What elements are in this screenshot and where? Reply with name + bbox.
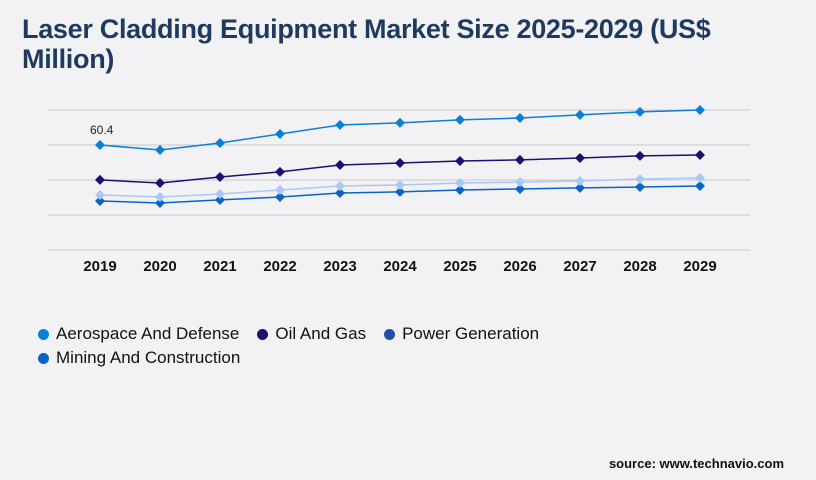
legend-marker-icon bbox=[384, 328, 396, 340]
data-point bbox=[695, 173, 705, 183]
data-point bbox=[95, 139, 105, 150]
legend-item: Oil And Gas bbox=[257, 322, 366, 346]
source-text: source: www.technavio.com bbox=[608, 456, 784, 471]
x-tick-label: 2025 bbox=[443, 258, 476, 275]
x-tick-label: 2021 bbox=[203, 258, 236, 275]
legend-label: Power Generation bbox=[402, 324, 540, 343]
legend-label: Mining And Construction bbox=[56, 348, 241, 367]
x-tick-label: 2028 bbox=[623, 258, 656, 275]
data-point bbox=[95, 190, 105, 201]
legend-item: Mining And Construction bbox=[38, 346, 240, 370]
x-tick-label: 2026 bbox=[503, 258, 536, 275]
data-point bbox=[335, 159, 345, 170]
legend-item: Power Generation bbox=[384, 322, 539, 346]
data-point bbox=[455, 185, 465, 195]
data-point bbox=[215, 138, 225, 149]
data-point bbox=[95, 174, 105, 185]
x-tick-label: 2024 bbox=[383, 258, 417, 275]
data-point bbox=[395, 179, 405, 190]
x-tick-label: 2029 bbox=[683, 258, 716, 275]
data-point bbox=[275, 191, 285, 202]
legend-item: Aerospace And Defense bbox=[38, 322, 239, 346]
data-point bbox=[155, 191, 165, 202]
data-point bbox=[155, 178, 165, 189]
legend-marker-icon bbox=[38, 352, 49, 364]
data-point bbox=[395, 186, 405, 197]
data-point bbox=[95, 195, 105, 206]
data-point bbox=[275, 185, 285, 195]
data-point bbox=[395, 117, 405, 128]
data-point bbox=[575, 182, 585, 193]
x-tick-label: 2019 bbox=[83, 258, 116, 275]
data-point bbox=[575, 175, 585, 186]
data-point bbox=[635, 174, 645, 185]
legend-marker-icon bbox=[38, 328, 49, 340]
data-point bbox=[155, 198, 165, 209]
data-point bbox=[695, 150, 705, 161]
data-point bbox=[635, 106, 645, 117]
line-chart: 2019 2020 2021 2022 2023 2024 2025 2026 2027 2028… bbox=[48, 105, 750, 275]
data-point bbox=[335, 181, 345, 191]
legend: Aerospace And Defense Oil And Gas Power Ge… bbox=[38, 322, 638, 370]
data-point bbox=[455, 114, 465, 125]
data-point bbox=[215, 189, 225, 199]
data-point bbox=[515, 154, 525, 165]
data-point bbox=[635, 182, 645, 193]
chart-title: Laser Cladding Equipment Market Size 202… bbox=[22, 14, 711, 74]
legend-label: Aerospace And Defense bbox=[56, 324, 240, 343]
x-tick-label: 2027 bbox=[563, 258, 596, 275]
data-point bbox=[515, 113, 525, 123]
data-point bbox=[215, 194, 225, 205]
data-point bbox=[215, 171, 225, 182]
data-point bbox=[575, 109, 585, 120]
data-point bbox=[275, 129, 285, 139]
x-tick-label: 2020 bbox=[143, 258, 176, 275]
data-point bbox=[635, 150, 645, 161]
data-point bbox=[335, 187, 345, 198]
data-point bbox=[695, 181, 705, 191]
legend-label: Oil And Gas bbox=[275, 324, 367, 343]
data-point bbox=[395, 158, 405, 169]
series-line bbox=[99, 109, 701, 151]
data-point bbox=[515, 177, 525, 187]
x-tick-label: 2022 bbox=[263, 258, 296, 275]
data-point bbox=[515, 183, 525, 194]
data-point bbox=[275, 166, 285, 177]
legend-marker-icon bbox=[257, 328, 269, 340]
data-label: 60.4 bbox=[90, 123, 114, 137]
x-tick-label: 2023 bbox=[323, 258, 356, 275]
data-point bbox=[455, 178, 465, 189]
data-point bbox=[575, 153, 585, 163]
data-point bbox=[695, 105, 705, 115]
data-point bbox=[455, 155, 465, 166]
data-point bbox=[335, 119, 345, 130]
data-point bbox=[155, 145, 165, 155]
